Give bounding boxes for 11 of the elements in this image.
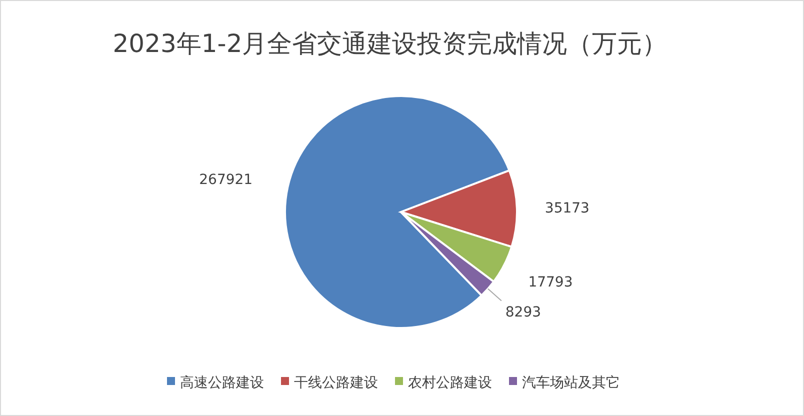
legend-label: 农村公路建设 — [408, 375, 492, 391]
legend-label: 干线公路建设 — [294, 375, 378, 391]
legend-label: 汽车场站及其它 — [522, 375, 620, 391]
data-label: 267921 — [199, 172, 253, 188]
legend-label: 高速公路建设 — [180, 375, 264, 391]
data-label: 35173 — [544, 200, 590, 216]
data-label: 17793 — [528, 274, 573, 290]
chart-title: 2023年1-2月全省交通建设投资完成情况（万元） — [112, 29, 668, 58]
data-label: 8293 — [505, 304, 542, 320]
pie-slice — [400, 169, 518, 248]
pie-slice — [400, 211, 495, 296]
